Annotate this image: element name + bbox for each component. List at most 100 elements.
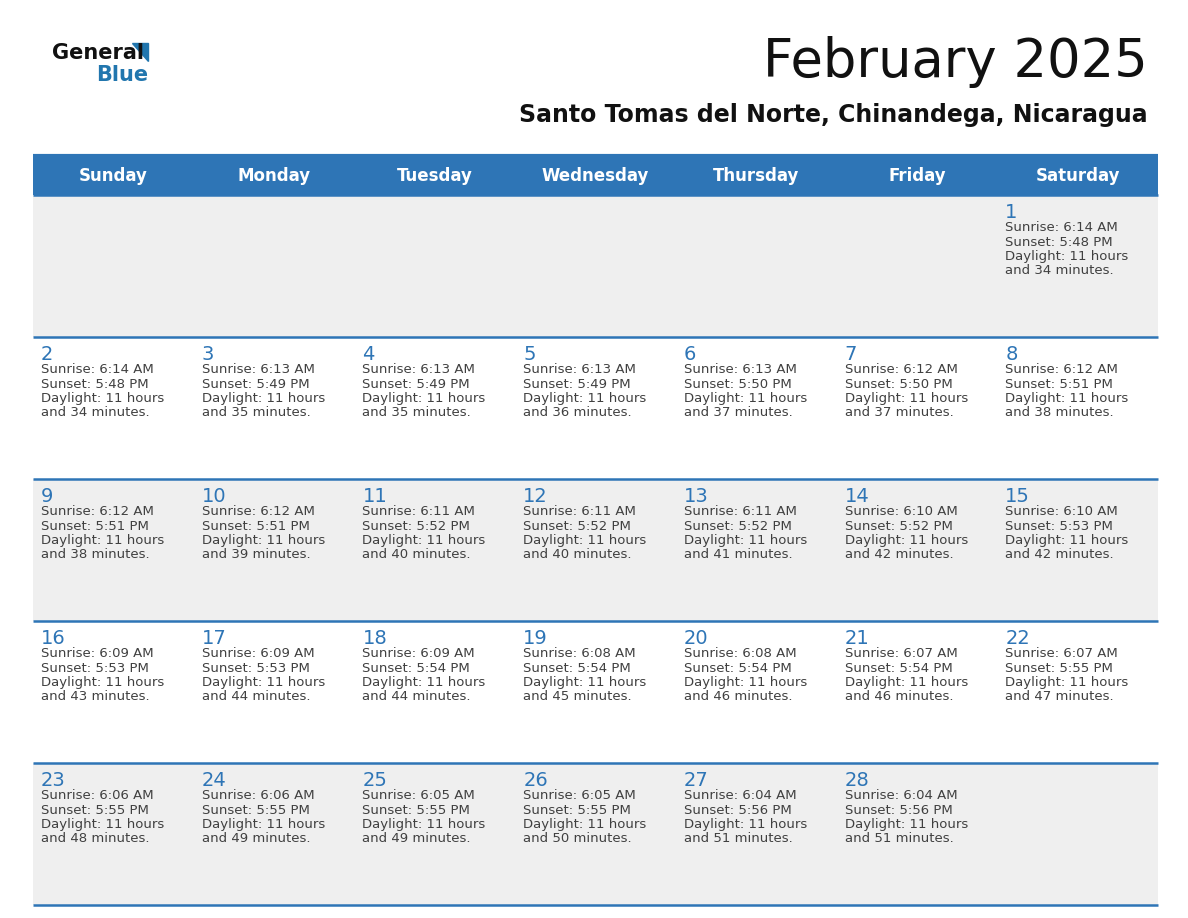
Text: Sunrise: 6:12 AM: Sunrise: 6:12 AM: [202, 505, 315, 518]
Bar: [33, 763, 1158, 905]
Text: Sunset: 5:56 PM: Sunset: 5:56 PM: [845, 803, 953, 816]
Text: and 42 minutes.: and 42 minutes.: [845, 548, 953, 562]
Bar: [33, 621, 1158, 763]
Text: Sunrise: 6:04 AM: Sunrise: 6:04 AM: [845, 789, 958, 802]
Text: and 38 minutes.: and 38 minutes.: [42, 548, 150, 562]
Text: 7: 7: [845, 345, 857, 364]
Text: and 49 minutes.: and 49 minutes.: [202, 833, 310, 845]
Text: and 48 minutes.: and 48 minutes.: [42, 833, 150, 845]
Text: Sunset: 5:52 PM: Sunset: 5:52 PM: [523, 520, 631, 532]
Text: Sunset: 5:53 PM: Sunset: 5:53 PM: [202, 662, 310, 675]
Text: 26: 26: [523, 771, 548, 790]
Text: and 35 minutes.: and 35 minutes.: [202, 407, 310, 420]
Text: and 51 minutes.: and 51 minutes.: [845, 833, 953, 845]
Text: Sunset: 5:48 PM: Sunset: 5:48 PM: [42, 377, 148, 390]
Text: and 44 minutes.: and 44 minutes.: [362, 690, 470, 703]
Text: Sunset: 5:54 PM: Sunset: 5:54 PM: [845, 662, 953, 675]
Text: and 36 minutes.: and 36 minutes.: [523, 407, 632, 420]
Text: Sunset: 5:49 PM: Sunset: 5:49 PM: [202, 377, 309, 390]
Text: 12: 12: [523, 487, 548, 506]
Text: 4: 4: [362, 345, 374, 364]
Text: Sunset: 5:54 PM: Sunset: 5:54 PM: [362, 662, 470, 675]
Text: Daylight: 11 hours: Daylight: 11 hours: [362, 818, 486, 831]
Text: Sunset: 5:52 PM: Sunset: 5:52 PM: [684, 520, 791, 532]
Text: and 46 minutes.: and 46 minutes.: [845, 690, 953, 703]
Text: and 40 minutes.: and 40 minutes.: [362, 548, 470, 562]
Text: Sunrise: 6:07 AM: Sunrise: 6:07 AM: [1005, 647, 1118, 660]
Text: Sunset: 5:50 PM: Sunset: 5:50 PM: [684, 377, 791, 390]
Text: Sunrise: 6:05 AM: Sunrise: 6:05 AM: [523, 789, 636, 802]
Text: Sunset: 5:54 PM: Sunset: 5:54 PM: [523, 662, 631, 675]
Text: Daylight: 11 hours: Daylight: 11 hours: [845, 534, 968, 547]
Text: General: General: [52, 43, 144, 63]
Text: and 34 minutes.: and 34 minutes.: [42, 407, 150, 420]
Text: Daylight: 11 hours: Daylight: 11 hours: [684, 392, 807, 405]
Text: and 34 minutes.: and 34 minutes.: [1005, 264, 1114, 277]
Bar: [33, 479, 1158, 621]
Text: Daylight: 11 hours: Daylight: 11 hours: [523, 676, 646, 689]
Text: Monday: Monday: [238, 167, 310, 185]
Text: Sunset: 5:51 PM: Sunset: 5:51 PM: [42, 520, 148, 532]
Text: Daylight: 11 hours: Daylight: 11 hours: [684, 534, 807, 547]
Text: Daylight: 11 hours: Daylight: 11 hours: [42, 534, 164, 547]
Text: Sunset: 5:52 PM: Sunset: 5:52 PM: [845, 520, 953, 532]
Text: Daylight: 11 hours: Daylight: 11 hours: [1005, 676, 1129, 689]
Text: Sunrise: 6:09 AM: Sunrise: 6:09 AM: [42, 647, 153, 660]
Text: and 35 minutes.: and 35 minutes.: [362, 407, 472, 420]
Text: Daylight: 11 hours: Daylight: 11 hours: [1005, 392, 1129, 405]
Text: Sunrise: 6:12 AM: Sunrise: 6:12 AM: [42, 505, 154, 518]
Text: and 47 minutes.: and 47 minutes.: [1005, 690, 1114, 703]
Text: Sunrise: 6:04 AM: Sunrise: 6:04 AM: [684, 789, 796, 802]
Text: Sunrise: 6:11 AM: Sunrise: 6:11 AM: [523, 505, 636, 518]
Text: 3: 3: [202, 345, 214, 364]
Text: Daylight: 11 hours: Daylight: 11 hours: [1005, 534, 1129, 547]
Text: 18: 18: [362, 629, 387, 648]
Text: Sunset: 5:49 PM: Sunset: 5:49 PM: [362, 377, 470, 390]
Text: 13: 13: [684, 487, 708, 506]
Text: Sunset: 5:50 PM: Sunset: 5:50 PM: [845, 377, 953, 390]
Text: Sunset: 5:54 PM: Sunset: 5:54 PM: [684, 662, 791, 675]
Text: Sunset: 5:49 PM: Sunset: 5:49 PM: [523, 377, 631, 390]
Text: Friday: Friday: [889, 167, 946, 185]
Text: and 49 minutes.: and 49 minutes.: [362, 833, 470, 845]
Text: Daylight: 11 hours: Daylight: 11 hours: [42, 392, 164, 405]
Text: Sunrise: 6:09 AM: Sunrise: 6:09 AM: [362, 647, 475, 660]
Text: Sunset: 5:55 PM: Sunset: 5:55 PM: [523, 803, 631, 816]
Text: Saturday: Saturday: [1036, 167, 1120, 185]
Text: Daylight: 11 hours: Daylight: 11 hours: [684, 818, 807, 831]
Text: Daylight: 11 hours: Daylight: 11 hours: [42, 676, 164, 689]
Text: Thursday: Thursday: [713, 167, 800, 185]
Text: and 37 minutes.: and 37 minutes.: [845, 407, 953, 420]
Bar: [33, 195, 1158, 337]
Text: Sunrise: 6:12 AM: Sunrise: 6:12 AM: [1005, 363, 1118, 376]
Text: 27: 27: [684, 771, 708, 790]
Text: Daylight: 11 hours: Daylight: 11 hours: [845, 392, 968, 405]
Text: 6: 6: [684, 345, 696, 364]
Text: Sunset: 5:51 PM: Sunset: 5:51 PM: [202, 520, 310, 532]
Bar: [33, 337, 1158, 479]
Text: Sunrise: 6:11 AM: Sunrise: 6:11 AM: [684, 505, 797, 518]
Text: Sunrise: 6:08 AM: Sunrise: 6:08 AM: [523, 647, 636, 660]
Text: Sunset: 5:55 PM: Sunset: 5:55 PM: [42, 803, 148, 816]
Text: and 51 minutes.: and 51 minutes.: [684, 833, 792, 845]
Text: Sunrise: 6:10 AM: Sunrise: 6:10 AM: [845, 505, 958, 518]
Text: Sunset: 5:55 PM: Sunset: 5:55 PM: [1005, 662, 1113, 675]
Text: Sunset: 5:55 PM: Sunset: 5:55 PM: [202, 803, 310, 816]
Text: Daylight: 11 hours: Daylight: 11 hours: [362, 392, 486, 405]
Text: 25: 25: [362, 771, 387, 790]
Text: Santo Tomas del Norte, Chinandega, Nicaragua: Santo Tomas del Norte, Chinandega, Nicar…: [519, 103, 1148, 127]
Text: 17: 17: [202, 629, 227, 648]
Text: Sunset: 5:52 PM: Sunset: 5:52 PM: [362, 520, 470, 532]
Text: and 37 minutes.: and 37 minutes.: [684, 407, 792, 420]
Text: Daylight: 11 hours: Daylight: 11 hours: [1005, 250, 1129, 263]
Text: Sunset: 5:56 PM: Sunset: 5:56 PM: [684, 803, 791, 816]
Text: Daylight: 11 hours: Daylight: 11 hours: [42, 818, 164, 831]
Text: Wednesday: Wednesday: [542, 167, 649, 185]
Text: 24: 24: [202, 771, 227, 790]
Text: Sunset: 5:51 PM: Sunset: 5:51 PM: [1005, 377, 1113, 390]
Text: Sunset: 5:53 PM: Sunset: 5:53 PM: [42, 662, 148, 675]
Text: Sunset: 5:55 PM: Sunset: 5:55 PM: [362, 803, 470, 816]
Text: Daylight: 11 hours: Daylight: 11 hours: [202, 392, 326, 405]
Text: and 43 minutes.: and 43 minutes.: [42, 690, 150, 703]
Text: Sunset: 5:53 PM: Sunset: 5:53 PM: [1005, 520, 1113, 532]
